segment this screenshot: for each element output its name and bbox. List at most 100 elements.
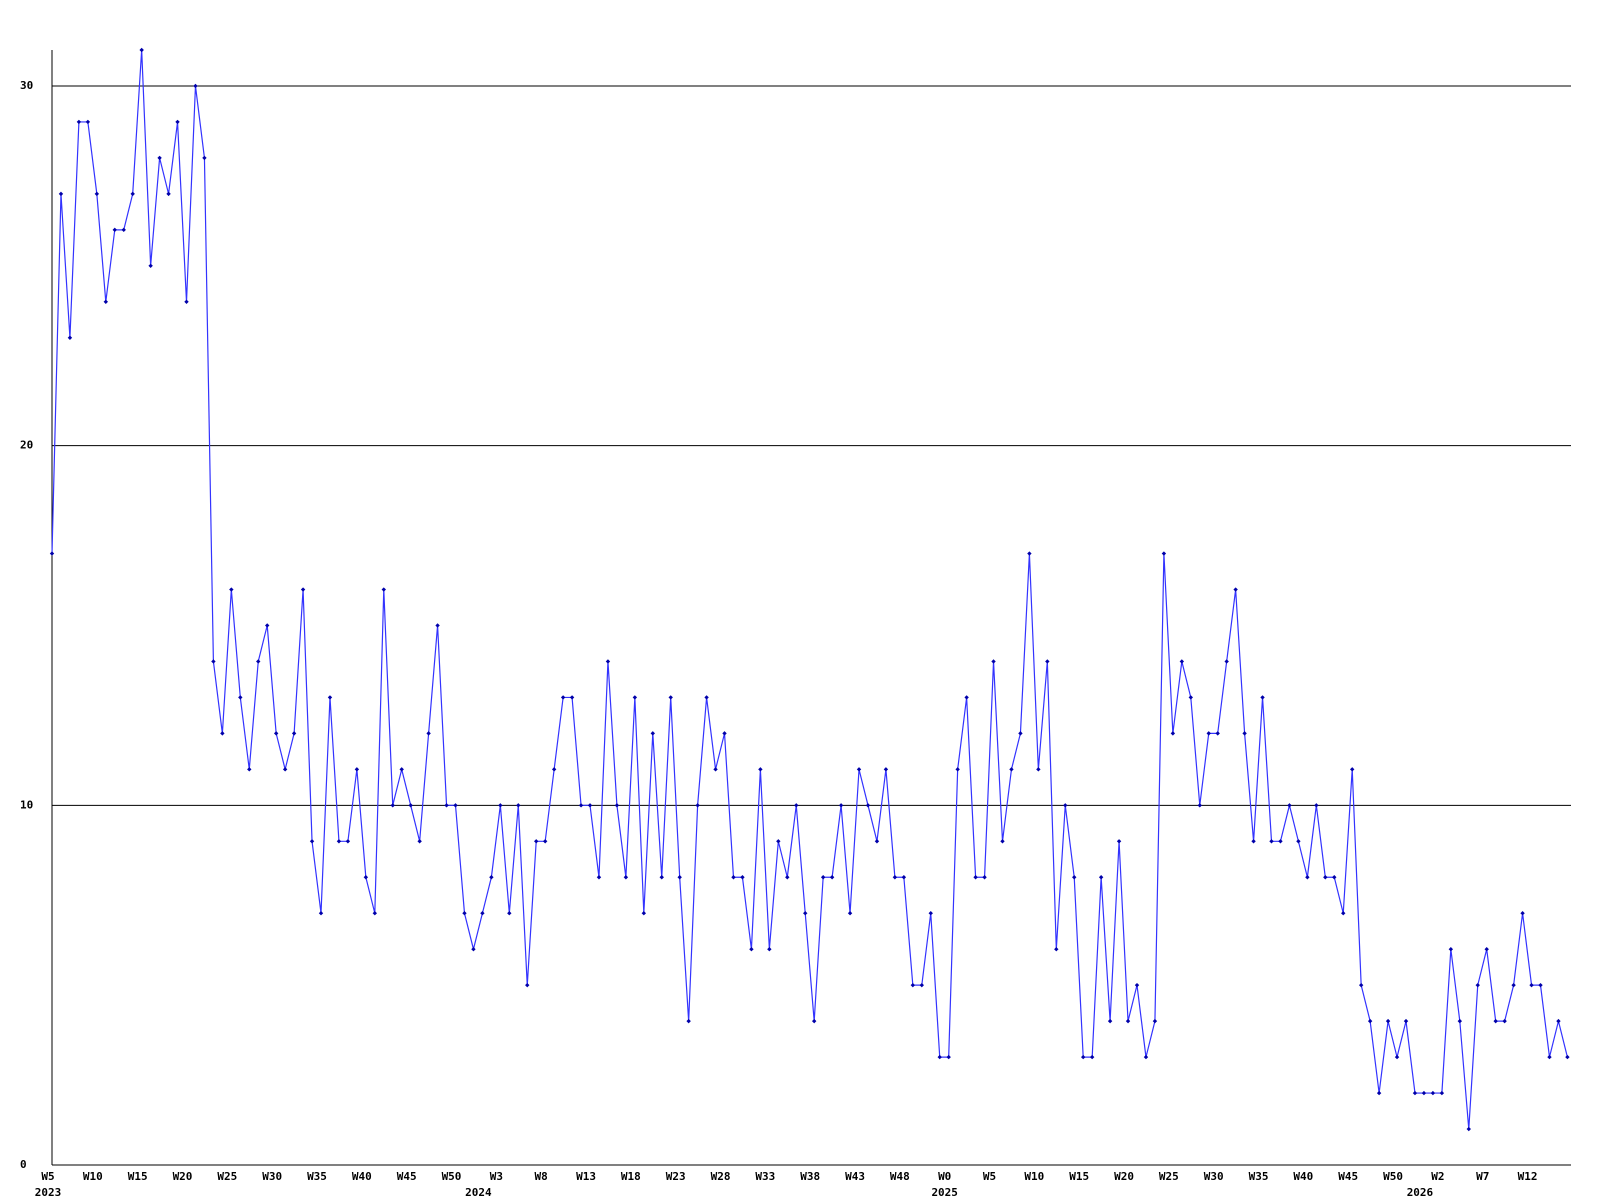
marker xyxy=(247,767,252,772)
x-tick-label: W50 xyxy=(442,1170,462,1183)
marker xyxy=(507,911,512,916)
marker xyxy=(327,695,333,700)
y-tick-label: 0 xyxy=(20,1158,27,1171)
marker xyxy=(811,1018,817,1024)
x-tick-label: W30 xyxy=(262,1170,282,1183)
x-tick-label: W25 xyxy=(217,1170,237,1183)
marker xyxy=(534,839,539,844)
marker xyxy=(919,982,924,988)
marker xyxy=(1242,731,1247,736)
marker xyxy=(614,803,620,808)
marker xyxy=(390,803,395,808)
marker xyxy=(363,875,369,880)
marker xyxy=(1376,1090,1382,1096)
marker xyxy=(1538,982,1543,988)
marker xyxy=(704,695,709,700)
marker xyxy=(1493,1018,1498,1024)
marker xyxy=(498,803,503,808)
marker xyxy=(910,982,916,988)
marker xyxy=(273,731,279,736)
marker xyxy=(1188,695,1194,700)
marker xyxy=(444,803,449,808)
marker xyxy=(883,767,889,772)
marker xyxy=(1502,1018,1507,1024)
marker xyxy=(1054,946,1059,952)
marker xyxy=(471,946,476,952)
marker xyxy=(1323,875,1328,880)
marker xyxy=(1206,731,1211,736)
marker xyxy=(1367,1018,1373,1024)
marker xyxy=(516,803,521,808)
marker xyxy=(1520,911,1525,916)
marker xyxy=(1152,1018,1158,1024)
marker xyxy=(1332,875,1337,880)
marker xyxy=(1421,1090,1427,1096)
marker xyxy=(1278,839,1283,844)
x-tick-label: W45 xyxy=(397,1170,417,1183)
x-tick-label: W0 xyxy=(938,1170,951,1183)
x-tick-label: W30 xyxy=(1204,1170,1224,1183)
marker xyxy=(1072,875,1077,880)
marker xyxy=(462,911,467,916)
x-tick-label: W18 xyxy=(621,1170,641,1183)
marker xyxy=(677,875,682,880)
marker xyxy=(1403,1018,1409,1024)
marker xyxy=(399,767,404,772)
year-label: 2024 xyxy=(465,1186,492,1199)
marker xyxy=(1269,839,1274,844)
x-tick-label: W48 xyxy=(890,1170,910,1183)
marker xyxy=(256,659,261,664)
marker xyxy=(731,875,736,880)
marker xyxy=(1018,731,1023,736)
marker xyxy=(1296,839,1301,844)
marker xyxy=(1529,982,1534,988)
y-tick-label: 30 xyxy=(20,79,33,92)
marker xyxy=(1511,982,1516,988)
marker xyxy=(1350,767,1355,772)
marker xyxy=(946,1054,951,1060)
year-label: 2025 xyxy=(931,1186,958,1199)
marker xyxy=(193,83,198,89)
marker xyxy=(211,659,216,664)
marker xyxy=(785,875,790,880)
marker xyxy=(1098,875,1104,880)
marker xyxy=(1000,839,1005,844)
marker xyxy=(1233,587,1238,592)
marker xyxy=(1430,1090,1436,1096)
marker xyxy=(426,731,431,736)
marker xyxy=(659,875,664,880)
marker xyxy=(58,191,64,197)
marker xyxy=(1484,946,1489,952)
marker xyxy=(1197,803,1202,808)
marker xyxy=(336,839,342,844)
year-label: 2023 xyxy=(35,1186,62,1199)
x-tick-label: W8 xyxy=(535,1170,548,1183)
marker xyxy=(874,839,880,844)
marker xyxy=(1215,731,1220,736)
marker xyxy=(1385,1018,1391,1024)
marker xyxy=(76,119,82,125)
marker xyxy=(803,911,808,916)
marker xyxy=(740,875,745,880)
x-tick-label: W43 xyxy=(845,1170,865,1183)
marker xyxy=(1116,839,1122,844)
x-tick-label: W5 xyxy=(983,1170,996,1183)
marker xyxy=(587,803,593,808)
marker xyxy=(901,875,907,880)
marker xyxy=(435,623,440,628)
x-tick-label: W3 xyxy=(490,1170,503,1183)
marker xyxy=(560,695,566,700)
marker xyxy=(1107,1018,1113,1024)
marker xyxy=(1036,767,1041,772)
marker xyxy=(417,839,422,844)
x-tick-label: W13 xyxy=(576,1170,596,1183)
marker xyxy=(973,875,978,880)
marker xyxy=(1475,982,1480,988)
marker xyxy=(1305,875,1310,880)
marker xyxy=(551,767,557,772)
marker xyxy=(1027,551,1032,556)
marker xyxy=(1358,982,1364,988)
marker xyxy=(300,587,306,592)
